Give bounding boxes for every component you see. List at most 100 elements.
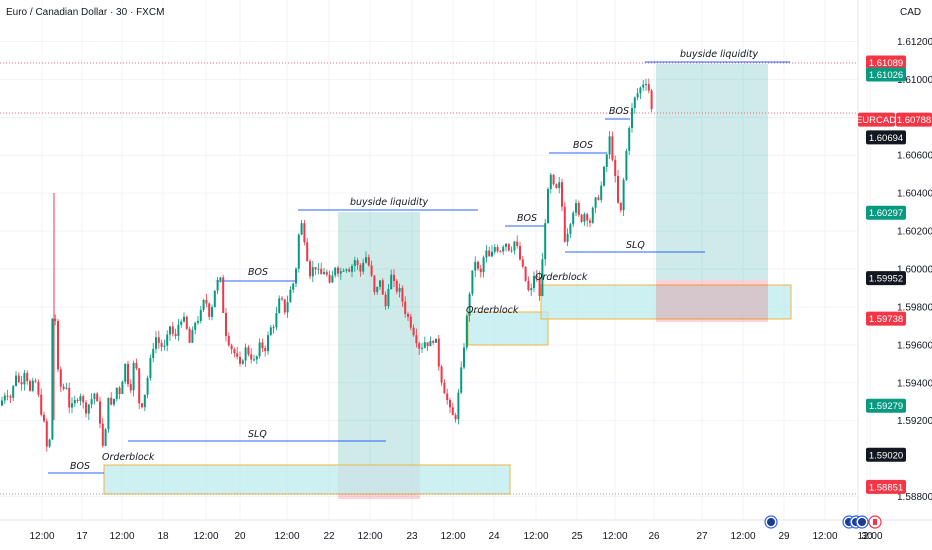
orderblock-zone-2 [467, 311, 549, 346]
candle [185, 315, 188, 331]
annotation-label: Orderblock [102, 452, 155, 463]
x-tick-label: 12:00 [109, 531, 134, 542]
candle [34, 378, 37, 383]
target-zone-2 [656, 64, 768, 280]
candle [169, 325, 171, 341]
time-axis: 12:00 17 12:00 18 12:00 20 12:00 22 12:00 23 12:00… [0, 519, 932, 542]
candle [398, 283, 401, 298]
candle [267, 331, 269, 355]
candle [197, 316, 199, 325]
candle [633, 96, 636, 114]
candle [617, 169, 619, 204]
candle [211, 304, 213, 321]
candle [443, 379, 446, 394]
candle [101, 417, 104, 448]
price-badge: 1.59279 [866, 398, 906, 413]
candle [132, 360, 135, 397]
candle [577, 200, 580, 217]
candle [71, 397, 73, 414]
candle [401, 285, 404, 307]
flag-icon-eu-1[interactable] [764, 515, 778, 529]
candle [566, 228, 569, 247]
candle [348, 267, 351, 273]
candle [225, 308, 227, 342]
candle [306, 238, 309, 262]
candle [157, 330, 160, 349]
candle [177, 318, 180, 341]
x-tick-label: 26 [648, 531, 660, 542]
candle [166, 330, 169, 352]
flag-icon-ca[interactable] [868, 515, 882, 529]
candle [118, 385, 121, 400]
annotation-label: Orderblock [466, 305, 519, 316]
candle [535, 269, 538, 282]
annotation-label: BOS [573, 140, 593, 151]
candle [65, 382, 68, 390]
candle [435, 338, 437, 344]
candle [479, 264, 482, 278]
candle [110, 392, 113, 406]
candle [600, 181, 603, 203]
svg-text:1.59952: 1.59952 [869, 274, 903, 285]
candle [589, 217, 591, 228]
candle [93, 392, 96, 405]
candle [493, 244, 496, 255]
candle [415, 328, 418, 348]
annotation-label: buyside liquidity [680, 49, 759, 60]
candle [205, 293, 208, 308]
candle [269, 324, 272, 336]
candle [286, 295, 289, 318]
candle [255, 355, 258, 365]
candle [541, 252, 544, 297]
candle [345, 268, 348, 274]
y-tick-label: 1.59600 [897, 340, 932, 351]
candle [505, 243, 507, 252]
candle [575, 199, 577, 217]
price-badge: 1.59020 [866, 447, 906, 462]
x-tick-label: 12:00 [357, 531, 382, 542]
annotation-label: SLQ [248, 429, 267, 440]
candle [465, 313, 468, 351]
annotations-layer: BOS Orderblock SLQ BOS buyside liquidity… [70, 49, 759, 472]
price-badge: 1.60788 [897, 115, 931, 126]
candle [379, 280, 381, 290]
candle [155, 331, 157, 354]
candle [12, 385, 15, 402]
y-tick-label: 1.58800 [897, 492, 932, 503]
y-tick-label: 1.61000 [897, 75, 932, 86]
candle [608, 131, 611, 159]
currency-label: CAD [900, 7, 921, 18]
candle [314, 267, 317, 275]
candle [376, 286, 379, 295]
candle [395, 278, 398, 295]
candle [552, 174, 555, 186]
candle [547, 187, 549, 224]
candle [216, 276, 219, 295]
symbol-badge: EURCAD [856, 112, 896, 127]
candle [180, 319, 183, 328]
candle [59, 366, 62, 393]
candle [365, 251, 367, 264]
candle [85, 399, 87, 418]
x-tick-label: 12:00 [857, 531, 882, 542]
candle [264, 345, 267, 357]
candle [127, 360, 129, 387]
svg-text:1.59738: 1.59738 [869, 314, 903, 325]
candle [258, 338, 261, 359]
candle [317, 263, 320, 275]
candle [244, 343, 247, 367]
candle [521, 255, 524, 269]
candle [253, 354, 255, 362]
candle [387, 283, 390, 310]
candle [79, 393, 82, 406]
candle [594, 196, 597, 214]
y-tick-label: 1.60000 [897, 265, 932, 276]
candle [31, 377, 34, 393]
candle [222, 274, 225, 314]
candle [384, 291, 387, 310]
candle [23, 370, 26, 391]
candle [647, 78, 650, 94]
candle [412, 324, 415, 337]
flag-icon-eu-4[interactable] [855, 515, 869, 529]
